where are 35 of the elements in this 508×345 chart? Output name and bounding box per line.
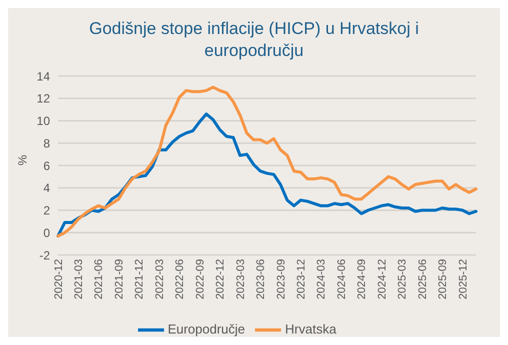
x-tick-label: 2024-06 bbox=[336, 259, 348, 300]
chart-title: Godišnje stope inflacije (HICP) u Hrvatskoj i europodručju bbox=[88, 18, 420, 62]
y-tick-label: 0 bbox=[43, 226, 50, 240]
x-tick-label: 2020-12 bbox=[52, 259, 65, 300]
y-tick-label: -2 bbox=[39, 248, 50, 262]
x-tick-label: 2024-03 bbox=[316, 259, 328, 300]
x-tick-label: 2022-06 bbox=[174, 259, 186, 300]
x-tick-label: 2021-06 bbox=[93, 259, 106, 300]
legend-label: Europodručje bbox=[168, 321, 246, 336]
y-tick-label: 8 bbox=[43, 136, 50, 150]
x-tick-label: 2024-09 bbox=[356, 259, 368, 300]
x-tick-label: 2022-09 bbox=[194, 259, 206, 300]
x-tick-label: 2022-03 bbox=[154, 259, 166, 300]
y-tick-label: 14 bbox=[36, 69, 50, 84]
x-tick-label: 2023-12 bbox=[296, 259, 308, 300]
x-tick-label: 2025-12 bbox=[457, 259, 470, 300]
x-tick-label: 2021-03 bbox=[73, 259, 86, 300]
x-tick-label: 2025-03 bbox=[396, 259, 409, 300]
y-tick-label: 12 bbox=[36, 92, 50, 106]
x-tick-label: 2025-06 bbox=[416, 259, 429, 300]
line-series bbox=[56, 86, 478, 238]
x-tick-label: 2025-09 bbox=[437, 259, 450, 300]
x-tick-label: 2021-09 bbox=[113, 259, 126, 300]
x-tick-label: 2023-09 bbox=[275, 259, 288, 300]
y-tick-label: 4 bbox=[43, 181, 50, 196]
x-tick-label: 2023-06 bbox=[255, 259, 268, 300]
x-tick-label: 2021-12 bbox=[134, 259, 146, 300]
y-tick-label: 6 bbox=[43, 158, 50, 173]
x-tick-label: 2022-12 bbox=[214, 259, 227, 300]
y-tick-label: 10 bbox=[36, 114, 50, 128]
x-tick-label: 2023-03 bbox=[234, 259, 247, 300]
y-axis-title: % bbox=[15, 154, 30, 166]
x-tick-label: 2024-12 bbox=[376, 259, 388, 300]
y-tick-label: 2 bbox=[43, 204, 50, 218]
legend-label: Hrvatska bbox=[285, 321, 336, 336]
